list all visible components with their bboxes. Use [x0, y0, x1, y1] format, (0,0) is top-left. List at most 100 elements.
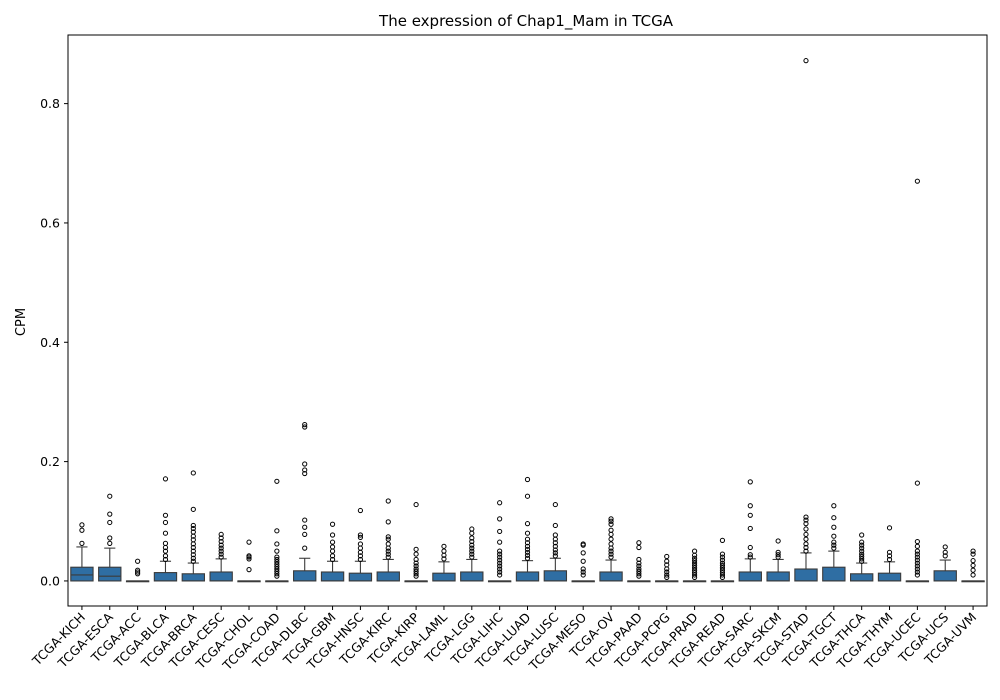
- outlier-point: [302, 517, 308, 523]
- outlier-point: [719, 551, 726, 557]
- box-tcga-kirp: [404, 501, 428, 583]
- outlier-point: [970, 567, 976, 573]
- outlier-point: [135, 567, 141, 573]
- iqr-box: [432, 572, 456, 582]
- outlier-point: [469, 526, 475, 532]
- outlier-point: [413, 546, 419, 552]
- outlier-point: [775, 538, 781, 544]
- outlier-point: [190, 544, 196, 551]
- outlier-point: [691, 574, 698, 580]
- outlier-point: [691, 569, 698, 576]
- outlier-point: [580, 566, 586, 572]
- outlier-point: [664, 574, 670, 580]
- box-tcga-esca: [98, 493, 122, 582]
- outlier-point: [747, 525, 753, 532]
- outlier-point: [274, 548, 280, 554]
- outlier-point: [747, 552, 753, 558]
- box-tcga-lusc: [543, 501, 568, 582]
- outlier-point: [162, 476, 169, 482]
- outlier-point: [497, 557, 503, 563]
- iqr-box: [599, 571, 623, 582]
- box-tcga-luad: [515, 476, 540, 582]
- outlier-point: [552, 501, 558, 508]
- box-tcga-brca: [181, 470, 206, 582]
- outlier-point: [469, 530, 475, 536]
- outlier-point: [385, 551, 391, 557]
- outlier-point: [636, 566, 642, 572]
- iqr-box: [181, 573, 206, 582]
- outlier-point: [274, 559, 280, 565]
- outlier-point: [274, 573, 280, 579]
- box-tcga-stad: [794, 58, 818, 582]
- outlier-point: [580, 569, 586, 575]
- outlier-point: [747, 554, 753, 560]
- outlier-point: [497, 516, 503, 522]
- box-tcga-lihc: [487, 500, 512, 583]
- box-tcga-prad: [682, 548, 707, 583]
- outlier-point: [552, 540, 558, 546]
- iqr-box: [738, 571, 762, 582]
- outlier-point: [691, 562, 698, 569]
- outlier-point: [886, 549, 893, 555]
- y-tick-label: 0.6: [40, 215, 60, 230]
- outlier-point: [302, 545, 308, 551]
- outlier-point: [385, 541, 391, 547]
- outlier-point: [524, 552, 531, 558]
- outlier-point: [190, 529, 196, 535]
- outlier-point: [580, 558, 586, 564]
- outlier-point: [719, 572, 726, 578]
- outlier-point: [524, 536, 531, 542]
- outlier-point: [357, 532, 364, 538]
- outlier-point: [274, 561, 280, 567]
- outlier-point: [497, 539, 503, 545]
- y-tick-label: 0.2: [40, 454, 60, 469]
- outlier-point: [608, 518, 614, 524]
- outlier-point: [719, 537, 726, 543]
- outlier-point: [302, 461, 308, 467]
- outlier-point: [691, 548, 698, 554]
- outlier-point: [302, 424, 308, 430]
- outlier-point: [441, 556, 447, 562]
- outlier-point: [79, 540, 85, 546]
- outlier-point: [803, 541, 809, 547]
- outlier-point: [190, 470, 196, 476]
- outlier-point: [886, 525, 893, 531]
- outlier-point: [497, 563, 503, 569]
- outlier-point: [135, 569, 141, 575]
- outlier-point: [831, 515, 837, 521]
- box-tcga-ov: [599, 516, 623, 582]
- outlier-point: [246, 553, 252, 559]
- outlier-point: [803, 526, 809, 532]
- outlier-point: [162, 519, 169, 526]
- outlier-point: [608, 536, 614, 542]
- outlier-point: [357, 545, 364, 551]
- outlier-point: [552, 550, 558, 556]
- box-tcga-acc: [125, 558, 150, 583]
- plot-area: [70, 58, 985, 583]
- outlier-point: [218, 542, 224, 548]
- outlier-point: [274, 478, 280, 484]
- outlier-point: [497, 572, 503, 578]
- outlier-point: [302, 467, 308, 473]
- outlier-point: [497, 551, 503, 557]
- outlier-point: [218, 538, 224, 545]
- outlier-point: [747, 479, 753, 485]
- outlier-point: [413, 566, 419, 572]
- outlier-point: [162, 548, 169, 554]
- outlier-point: [664, 572, 670, 578]
- outlier-point: [859, 556, 865, 562]
- iqr-box: [98, 566, 122, 582]
- outlier-point: [329, 548, 336, 554]
- outlier-point: [803, 521, 809, 527]
- outlier-point: [914, 560, 920, 566]
- outlier-point: [524, 549, 531, 555]
- box-tcga-hnsc: [348, 507, 373, 582]
- outlier-point: [914, 538, 920, 545]
- outlier-point: [942, 544, 948, 550]
- box-tcga-chol: [237, 539, 261, 583]
- iqr-box: [460, 571, 484, 582]
- outlier-point: [608, 551, 614, 557]
- outlier-point: [524, 476, 531, 483]
- outlier-point: [747, 503, 753, 509]
